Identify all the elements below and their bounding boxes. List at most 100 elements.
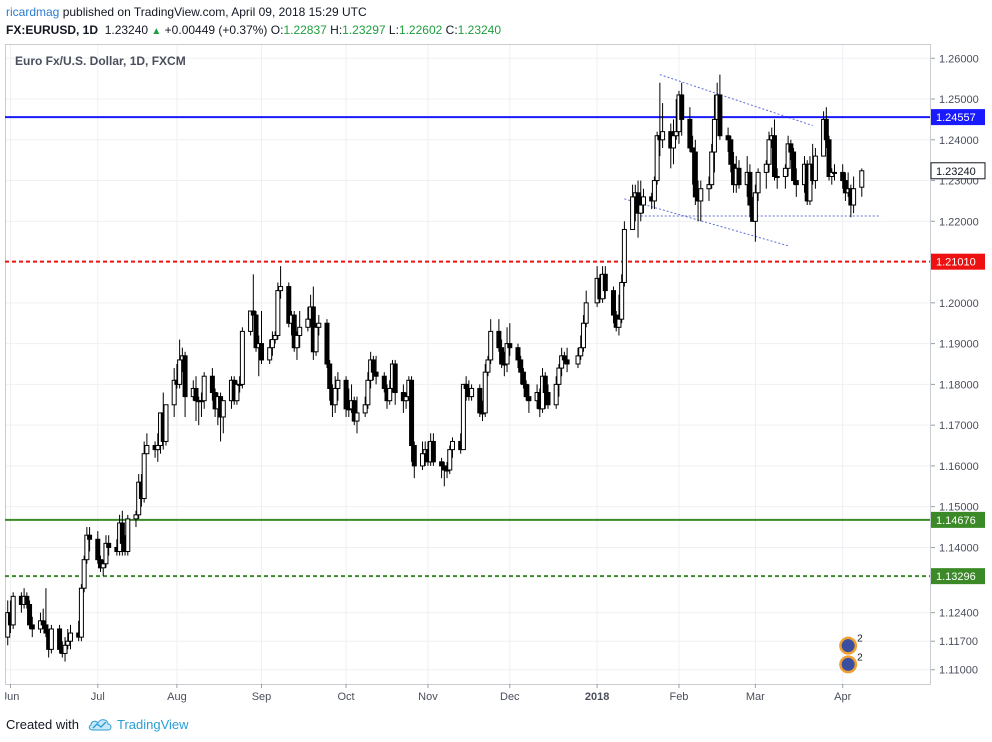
candle-body-down [324,322,330,365]
candle-body-up [48,628,54,650]
candle-body-up [316,322,322,328]
candle-body-down [477,387,483,414]
candle-body-up [141,453,147,500]
time-axis[interactable]: Jun Jul Aug Sep Oct Nov Dec 2018 Feb Mar Apr [5,684,852,703]
level-price-label: 1.24557 [936,112,976,124]
candle-body-up [403,396,409,402]
candle-body-up [234,383,240,402]
candle-body-down [842,180,848,194]
candle-body-down [182,355,188,398]
candle-body-up [444,469,450,472]
candle-body-down [690,147,696,153]
candle-body-up [763,163,769,173]
candle-body-up [267,347,273,361]
level-price-label: 1.21010 [936,257,976,269]
candle-body-down [788,143,794,153]
channel-trendline [659,74,813,127]
candle-body-up [673,131,679,137]
price-tick-label: 1.26000 [939,53,979,65]
candle-body-down [106,542,112,548]
candle-body-down [29,624,35,630]
candle-body-up [269,339,275,349]
price-chart[interactable]: 1.24557 1.21010 1.14676 1.13296 1.26000 1.25… [5,44,987,706]
candle-body-up [851,188,857,206]
time-tick-label: Feb [669,691,688,703]
candle-body-up [706,184,712,190]
candle-body-up [782,167,788,177]
candle-body-down [27,604,33,626]
price-tick-label: 1.24000 [939,135,979,147]
candle-body-up [278,286,284,292]
price-tick-label: 1.14000 [939,542,979,554]
time-tick-label: Aug [167,691,187,703]
candle-body-up [103,542,109,565]
candle-body-up [698,188,704,202]
candle-body-down [327,363,333,389]
candle-body-down [793,180,799,186]
candle-body-up [67,632,73,642]
candle-body-down [823,118,829,141]
up-triangle-icon: ▲ [151,26,162,37]
candle-body-down [57,628,63,650]
candle-body-down [499,347,505,365]
candle-body-up [313,326,319,353]
price-tick-label: 1.15000 [939,502,979,514]
candle-body-up [812,155,818,182]
chart-title: Euro Fx/U.S. Dollar, 1D, FXCM [15,54,186,68]
candle-body-up [447,449,453,471]
author-link[interactable]: ricardmag [6,5,60,19]
time-tick-label: Dec [500,691,520,703]
candle-body-up [171,379,177,406]
candle-body-up [10,595,16,626]
candle-body-down [826,139,832,177]
price-tick-label: 1.12400 [939,608,979,620]
candle-body-up [201,375,207,402]
economic-events[interactable]: 22 [839,634,863,674]
publish-info: ricardmag published on TradingView.com, … [6,4,367,20]
candle-body-up [248,310,254,332]
candle-body-up [332,387,338,406]
close-value: 1.23240 [457,23,502,37]
price-tick-label: 1.17000 [939,420,979,432]
candle-body-down [250,310,256,316]
candle-body-up [480,412,486,415]
candle-body-down [736,167,742,186]
candle-body-down [87,534,93,540]
candle-body-down [258,343,264,361]
candle-body-down [526,396,532,402]
price-tick-label: 1.22000 [939,216,979,228]
tradingview-link[interactable]: TradingView [117,717,189,732]
candle-body-up [752,192,758,222]
candle-body-down [43,624,49,634]
low-value: 1.22602 [398,23,443,37]
low-label: L: [388,23,399,37]
candle-body-down [679,94,685,120]
candle-body-down [840,171,846,182]
level-price-tag [931,511,985,528]
time-tick-label: Oct [338,691,355,703]
candle-body-down [523,383,529,398]
symbol-label: FX:EURUSD, 1D [6,23,99,37]
candle-body-up [272,334,278,341]
candle-body-down [542,375,548,394]
candle-body-down [209,375,215,394]
candle-body-down [439,461,445,467]
candle-body-down [725,135,731,141]
event-flag-inner [841,657,855,671]
candle-body-down [507,343,513,349]
candle-body-down [564,359,570,365]
candle-body-down [545,392,551,406]
high-value: 1.23297 [342,23,386,37]
price-axis[interactable]: 1.260001.250001.240001.230001.220001.200… [930,53,986,677]
time-tick-label: Sep [252,691,272,703]
time-tick-label: 2018 [585,691,609,703]
candle-body-up [709,151,715,186]
published-text: published on TradingView.com, April 09, … [59,5,367,19]
level-price-tag [931,568,985,585]
candle-body-up [305,318,311,328]
candle-body-up [671,135,677,149]
candle-body-up [62,644,68,654]
candle-body-up [100,563,106,569]
price-tick-label: 1.20000 [939,298,979,310]
candle-body-up [831,171,837,174]
